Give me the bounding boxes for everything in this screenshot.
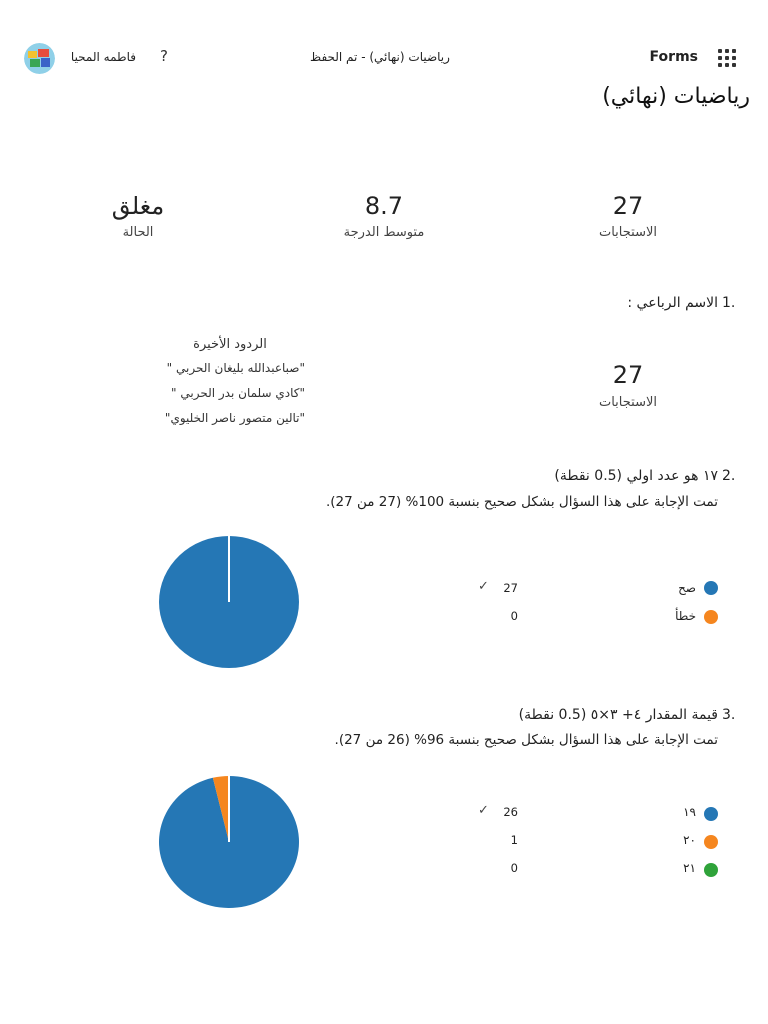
legend-label-20: ٢٠ bbox=[683, 833, 696, 847]
document-title: رياضيات (نهائي) - تم الحفظ bbox=[310, 50, 450, 64]
legend-count-true: 27 bbox=[503, 581, 518, 595]
question-3-text: قيمة المقدار ٤+ ٣×٥ (0.5 نقطة) bbox=[518, 707, 718, 723]
question-1-response-label: الاستجابات bbox=[598, 395, 657, 410]
legend-dot-19 bbox=[704, 807, 718, 821]
check-icon: ✓ bbox=[478, 803, 489, 818]
average-score-label: متوسط الدرجة bbox=[343, 225, 425, 240]
question-1-text: الاسم الرباعي : bbox=[627, 295, 718, 311]
question-1-number: 1. bbox=[722, 295, 736, 311]
legend-dot-20 bbox=[704, 835, 718, 849]
recent-response: "تالين متصور ناصر الخليوي" bbox=[164, 411, 305, 425]
responses-label: الاستجابات bbox=[598, 225, 657, 240]
question-2-text: ١٧ هو عدد اولي (0.5 نقطة) bbox=[554, 468, 718, 484]
question-3-summary: تمت الإجابة على هذا السؤال بشكل صحيح بنس… bbox=[334, 732, 718, 748]
legend-dot-false bbox=[704, 610, 718, 624]
legend-label-21: ٢١ bbox=[683, 861, 696, 875]
responses-count: 27 bbox=[612, 192, 644, 220]
status-value: مغلق bbox=[111, 192, 165, 220]
recent-responses-title: الردود الأخيرة bbox=[193, 337, 267, 352]
legend-label-19: ١٩ bbox=[683, 805, 696, 819]
question-2-pie-chart bbox=[159, 536, 299, 668]
recent-response: "صباعبدالله بليغان الحربي " bbox=[166, 361, 305, 375]
legend-label-true: صح bbox=[678, 581, 696, 595]
page-title: رياضيات (نهائي) bbox=[602, 84, 750, 109]
pie-slice-٢٠ bbox=[212, 776, 229, 842]
recent-response: "كادي سلمان بدر الحربي " bbox=[171, 386, 305, 400]
question-3-number: 3. bbox=[722, 707, 736, 723]
avatar[interactable] bbox=[24, 43, 55, 74]
legend-count-21: 0 bbox=[510, 861, 518, 875]
check-icon: ✓ bbox=[478, 579, 489, 594]
status-label: الحالة bbox=[122, 225, 154, 240]
question-2-number: 2. bbox=[722, 468, 736, 484]
legend-count-20: 1 bbox=[510, 833, 518, 847]
help-icon[interactable]: ? bbox=[160, 47, 168, 65]
question-3-pie-chart bbox=[159, 776, 299, 908]
legend-count-19: 26 bbox=[503, 805, 518, 819]
question-2-summary: تمت الإجابة على هذا السؤال بشكل صحيح بنس… bbox=[325, 494, 718, 510]
legend-count-false: 0 bbox=[510, 609, 518, 623]
average-score: 8.7 bbox=[364, 192, 404, 220]
legend-label-false: خطأ bbox=[675, 609, 696, 623]
user-name[interactable]: فاطمه المحيا bbox=[70, 50, 136, 64]
question-1-response-count: 27 bbox=[612, 361, 644, 389]
legend-dot-true bbox=[704, 581, 718, 595]
forms-brand[interactable]: Forms bbox=[649, 49, 698, 65]
legend-dot-21 bbox=[704, 863, 718, 877]
app-launcher-icon[interactable] bbox=[718, 49, 736, 67]
